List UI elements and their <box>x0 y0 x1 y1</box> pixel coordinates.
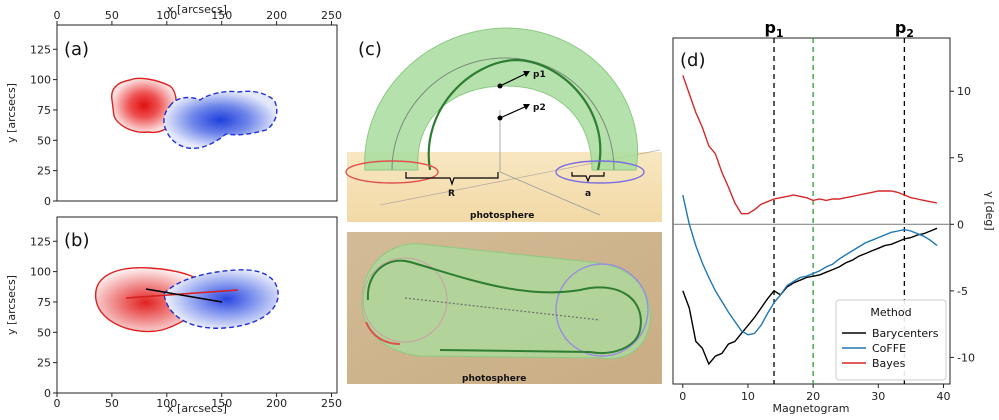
chart-d-legend: Method Barycenters CoFFE Bayes <box>835 299 947 381</box>
x-tick-label: 40 <box>936 390 950 403</box>
x-tick-label: 150 <box>211 9 232 22</box>
x-tick-label: 250 <box>321 397 342 410</box>
p2-label: p2 <box>533 103 546 113</box>
torus-axis-top <box>391 57 615 171</box>
p1-arrow-head <box>523 71 530 77</box>
grid-line <box>499 171 601 216</box>
y-tick-label: 0 <box>957 218 964 231</box>
torus-section-left <box>362 257 448 343</box>
y-tick-label: -10 <box>957 351 975 364</box>
legend-entry: Bayes <box>872 357 906 370</box>
p1-label: p1 <box>533 70 546 80</box>
p2-arrow-head <box>523 104 530 110</box>
y-tick-label: 75 <box>37 104 51 117</box>
panel-a-label: (a) <box>64 39 89 60</box>
y-tick-label: 100 <box>30 74 51 87</box>
x-tick-label: 50 <box>105 9 119 22</box>
chart-d-xlabel: Magnetogram <box>773 402 850 415</box>
x-tick-label: 200 <box>266 9 287 22</box>
photosphere-label-bottom: photosphere <box>462 374 526 384</box>
y-tick-label: 75 <box>37 296 51 309</box>
x-tick-label: 250 <box>321 9 342 22</box>
panel-a-xlabel: x [arcsecs] <box>167 3 227 16</box>
x-tick-label: 30 <box>871 390 885 403</box>
footpoint-red-top <box>345 160 439 184</box>
legend-entry: CoFFE <box>872 342 906 355</box>
y-tick-label: 0 <box>44 387 51 400</box>
panel-b-label: (b) <box>64 230 89 251</box>
x-tick-label: 0 <box>679 390 686 403</box>
torus-axis-bottom <box>404 297 601 321</box>
p1-point <box>497 83 503 89</box>
legend-box <box>835 299 947 381</box>
p2-point <box>497 115 503 121</box>
x-tick-label: 200 <box>266 397 287 410</box>
panel-c: (c) p1 p2 R a photosphere photosphere <box>345 27 662 384</box>
legend-title: Method <box>870 306 911 319</box>
y-tick-label: -5 <box>957 285 968 298</box>
y-tick-label: 125 <box>30 235 51 248</box>
R-label: R <box>448 189 455 199</box>
panel-c-label: (c) <box>358 39 382 60</box>
panel-b-black-axis <box>145 288 223 303</box>
y-tick-label: 0 <box>44 195 51 208</box>
photosphere-label-top: photosphere <box>470 211 534 221</box>
x-tick-label: 0 <box>54 397 61 410</box>
torus-section-right <box>555 263 649 357</box>
footpoint-blue-top <box>555 160 645 184</box>
chart-d-ylabel: γ [deg] <box>983 191 996 230</box>
panel-a-blue-region <box>163 90 278 150</box>
chart-d-marks: 0 10 20 30 40 -10 -5 0 5 10 <box>673 38 975 403</box>
y-tick-label: 125 <box>30 43 51 56</box>
y-tick-label: 10 <box>957 85 971 98</box>
panel-d-label: (d) <box>680 50 705 71</box>
panel-d: 0 10 20 30 40 -10 -5 0 5 10 (d) Magnetogram γ [de… <box>672 37 996 415</box>
x-tick-label: 50 <box>105 397 119 410</box>
p1-arrow <box>499 72 528 87</box>
photosphere-plane-top <box>347 152 662 222</box>
panel-b-red-axis <box>125 289 239 299</box>
panel-b-xlabel: x [arcsecs] <box>167 402 227 415</box>
panel-b-ticks: 0 50 100 150 200 250 0 25 50 75 100 125 <box>30 235 342 410</box>
field-line-bottom <box>366 259 642 354</box>
series-line-barycenters <box>682 227 938 366</box>
torus-top <box>364 27 638 171</box>
field-line-top <box>427 58 602 171</box>
x-tick-label: 150 <box>211 397 232 410</box>
x-tick-label: 100 <box>156 9 177 22</box>
panel-b: (b) x [arcsecs] y [arcsecs] 0 50 100 150 200… <box>5 216 342 415</box>
R-brace <box>405 172 499 186</box>
y-tick-label: 5 <box>957 152 964 165</box>
series-line-coffe <box>682 194 938 336</box>
y-tick-label: 25 <box>37 357 51 370</box>
panel-a-ticks: 0 50 100 150 200 250 0 25 50 75 100 125 <box>30 9 342 208</box>
vline-label: p2 <box>895 18 914 40</box>
panel-b-blue-region <box>163 269 279 329</box>
panel-a: (a) x [arcsecs] y [arcsecs] 0 50 100 150 200… <box>5 3 342 208</box>
footpoint-red-bottom <box>365 321 401 345</box>
y-tick-label: 50 <box>37 326 51 339</box>
vline-label: p1 <box>764 18 783 40</box>
panel-b-ylabel: y [arcsecs] <box>5 275 18 335</box>
series-line-bayes <box>682 75 938 215</box>
a-brace <box>571 172 605 183</box>
y-tick-label: 50 <box>37 134 51 147</box>
legend-entry: Barycenters <box>872 327 939 340</box>
x-tick-label: 100 <box>156 397 177 410</box>
panel-a-ylabel: y [arcsecs] <box>5 83 18 143</box>
a-label: a <box>585 189 591 199</box>
y-tick-label: 100 <box>30 266 51 279</box>
x-tick-label: 0 <box>54 9 61 22</box>
x-tick-label: 10 <box>741 390 755 403</box>
y-tick-label: 25 <box>37 165 51 178</box>
p2-arrow <box>499 105 528 119</box>
x-tick-label: 20 <box>806 390 820 403</box>
